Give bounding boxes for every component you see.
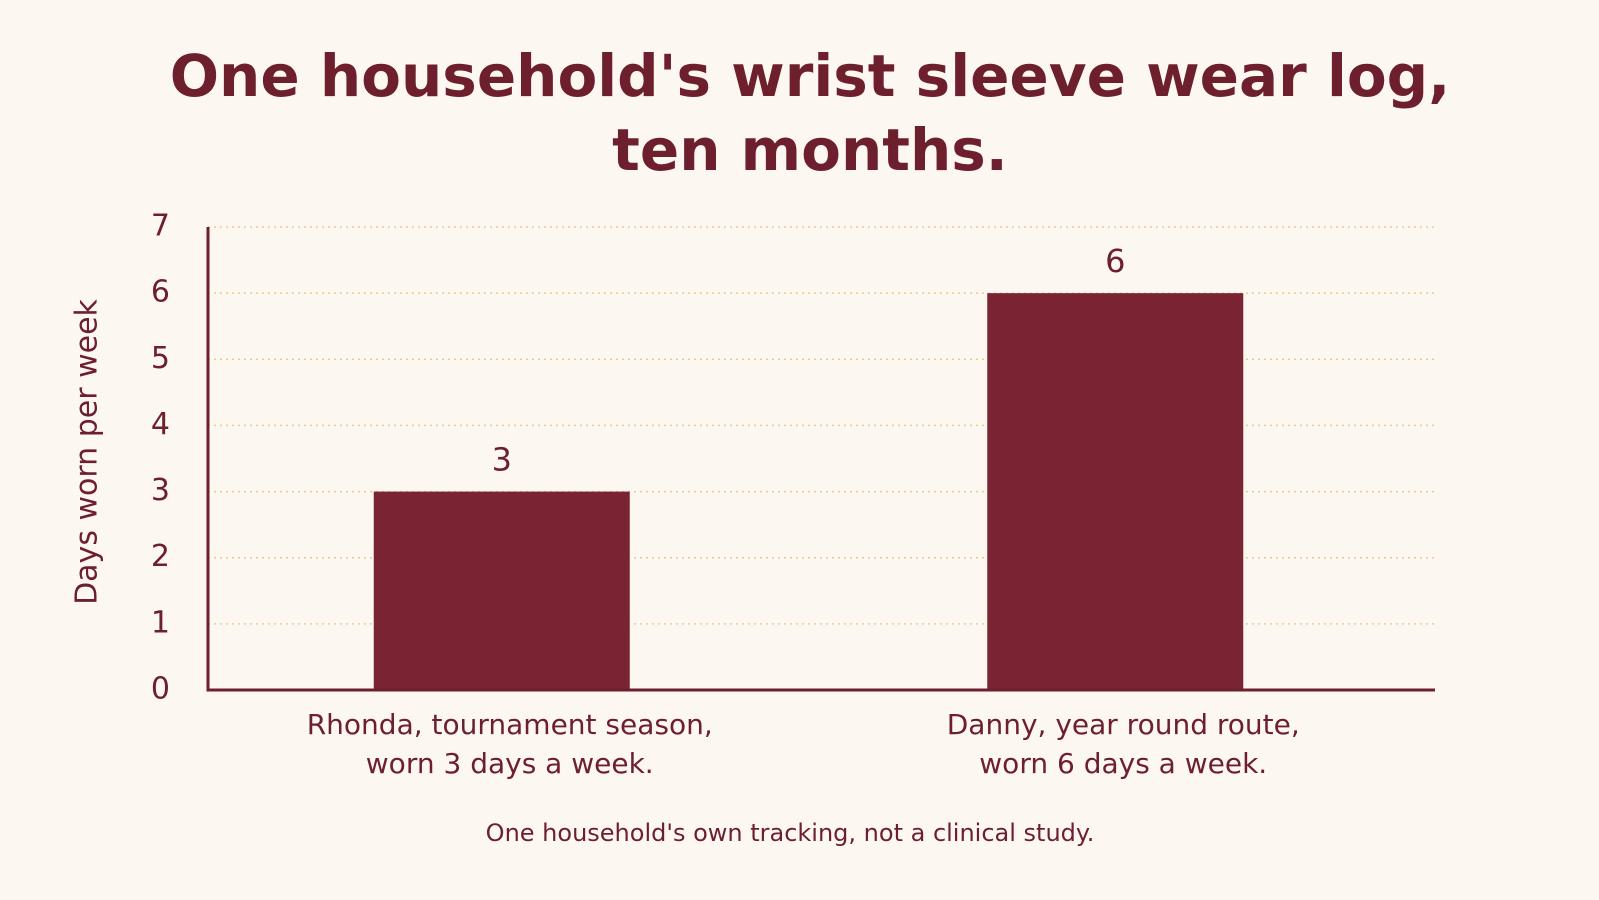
bar: [373, 491, 630, 690]
y-tick-label: 1: [151, 605, 170, 640]
footnote: One household's own tracking, not a clin…: [486, 819, 1095, 847]
chart-title: One household's wrist sleeve wear log, te…: [170, 42, 1450, 184]
y-tick-label: 2: [151, 539, 170, 574]
x-tick-label-line: Danny, year round route,: [947, 708, 1300, 741]
y-tick-label: 3: [151, 473, 170, 508]
value-label: 3: [492, 441, 512, 479]
bar: [987, 293, 1244, 690]
x-tick-label-line: Rhonda, tournament season,: [307, 708, 713, 741]
chart-title-line: One household's wrist sleeve wear log,: [170, 42, 1450, 110]
y-axis-label: Days worn per week: [70, 298, 105, 604]
chart-title-line: ten months.: [612, 116, 1008, 184]
y-tick-label: 0: [151, 672, 170, 707]
x-tick-label-line: worn 6 days a week.: [979, 747, 1267, 780]
y-tick-label: 7: [151, 209, 170, 244]
x-tick-label: Rhonda, tournament season, worn 3 days a …: [307, 708, 713, 780]
x-tick-label-line: worn 3 days a week.: [366, 747, 654, 780]
y-tick-label: 6: [151, 275, 170, 310]
y-tick-label: 4: [151, 407, 170, 442]
value-label: 6: [1105, 242, 1125, 280]
x-tick-label: Danny, year round route, worn 6 days a we…: [947, 708, 1300, 780]
y-tick-label: 5: [151, 341, 170, 376]
